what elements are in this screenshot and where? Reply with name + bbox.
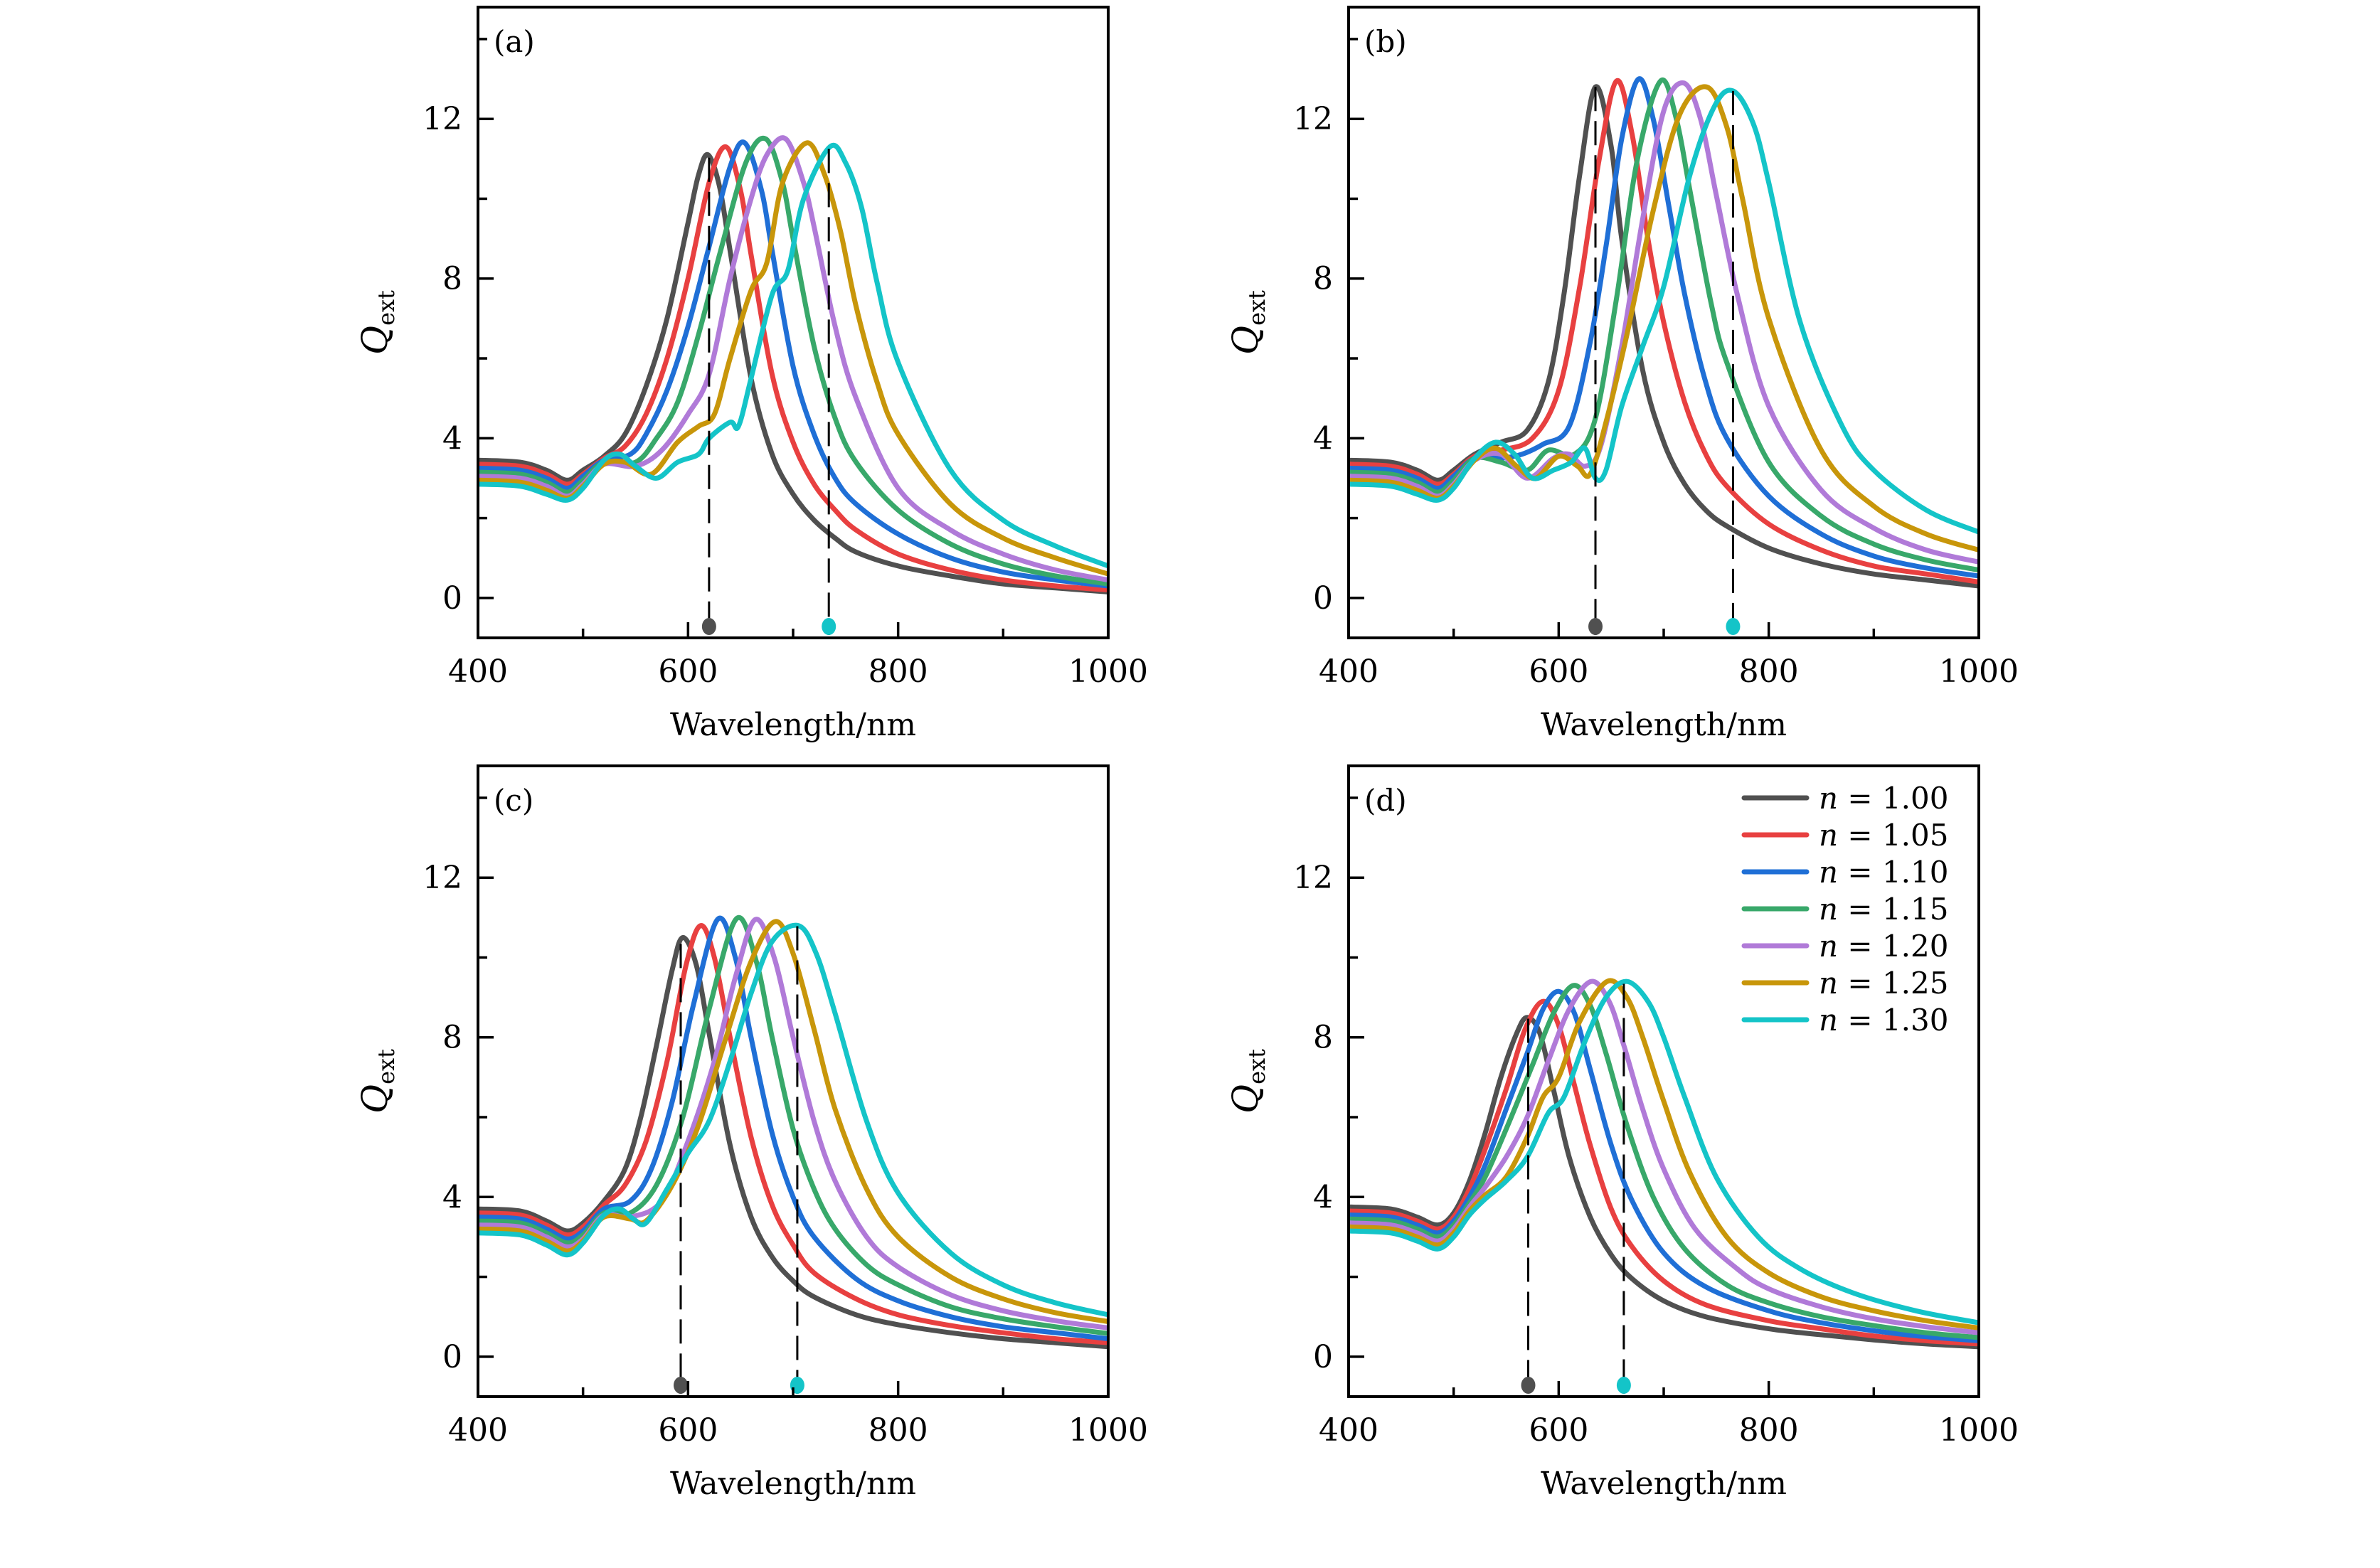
x-axis-title: Wavelength/nm xyxy=(1541,1466,1787,1502)
legend-label: n = 1.15 xyxy=(1819,892,1948,927)
peak-marker-dot xyxy=(822,618,836,635)
y-tick-label: 4 xyxy=(442,1179,462,1215)
legend-label: n = 1.05 xyxy=(1819,818,1948,853)
peak-marker-dot xyxy=(1726,618,1741,635)
legend-label: n = 1.00 xyxy=(1819,781,1948,816)
panel-label: (a) xyxy=(494,24,535,59)
y-tick-label: 8 xyxy=(1313,261,1333,297)
panel-a: 0 4 8 12 400 600 800 1000 Wavelength/nm Qext (a) xyxy=(354,6,1148,743)
x-tick-label: 800 xyxy=(1739,654,1799,690)
x-axis-title: Wavelength/nm xyxy=(670,1466,916,1502)
series-line-110 xyxy=(478,915,1108,1342)
series-line-130 xyxy=(478,142,1108,569)
y-tick-label: 12 xyxy=(1293,860,1333,896)
panel-c: 0 4 8 12 400 600 800 1000 Wavelength/nm Qext (c) xyxy=(354,764,1148,1502)
panel-label: (c) xyxy=(494,783,533,818)
peak-marker-dot xyxy=(1521,1377,1536,1394)
y-tick-label: 12 xyxy=(423,101,462,137)
y-tick-label: 12 xyxy=(1293,101,1333,137)
y-axis-title: Qext xyxy=(354,1049,400,1114)
panel-b: 0 4 8 12 400 600 800 1000 Wavelength/nm Qext (b) xyxy=(1225,6,2019,743)
series-group xyxy=(1349,76,1979,589)
x-tick-label: 400 xyxy=(448,1412,508,1449)
x-tick-label: 400 xyxy=(1319,654,1378,690)
panel-label: (b) xyxy=(1364,24,1407,59)
y-tick-label: 8 xyxy=(1313,1020,1333,1056)
x-tick-label: 1000 xyxy=(1939,654,2019,690)
legend-label: n = 1.20 xyxy=(1819,929,1948,964)
y-tick-label: 4 xyxy=(442,420,462,457)
y-tick-label: 4 xyxy=(1313,1179,1333,1215)
legend-label: n = 1.10 xyxy=(1819,855,1948,890)
series-line-130 xyxy=(1349,87,1979,535)
x-tick-label: 1000 xyxy=(1068,654,1148,690)
y-tick-label: 0 xyxy=(442,580,462,617)
legend-label: n = 1.30 xyxy=(1819,1003,1948,1038)
series-line-130 xyxy=(478,922,1108,1318)
y-tick-label: 8 xyxy=(442,1020,462,1056)
x-tick-label: 800 xyxy=(868,654,928,690)
series-line-100 xyxy=(1349,1015,1979,1350)
peak-marker-dot xyxy=(673,1377,688,1394)
y-tick-label: 8 xyxy=(442,261,462,297)
y-axis-title: Qext xyxy=(1225,290,1270,355)
series-line-110 xyxy=(478,139,1108,589)
series-line-115 xyxy=(478,914,1108,1336)
x-tick-label: 1000 xyxy=(1068,1412,1148,1449)
peak-marker-dot xyxy=(1588,618,1603,635)
y-axis-title: Qext xyxy=(1225,1049,1270,1114)
y-tick-label: 0 xyxy=(1313,580,1333,617)
x-tick-label: 800 xyxy=(1739,1412,1799,1449)
legend: n = 1.00n = 1.05n = 1.10n = 1.15n = 1.20… xyxy=(1741,781,1948,1038)
series-line-130 xyxy=(1349,978,1979,1326)
panel-d: 0 4 8 12 400 600 800 1000 Wavelength/nm Qext (d) n … xyxy=(1225,764,2019,1502)
y-tick-label: 0 xyxy=(1313,1339,1333,1375)
series-group xyxy=(1349,978,1979,1350)
x-tick-label: 600 xyxy=(1529,654,1588,690)
x-axis-title: Wavelength/nm xyxy=(670,707,916,743)
x-axis-title: Wavelength/nm xyxy=(1541,707,1787,743)
x-tick-label: 400 xyxy=(448,654,508,690)
y-axis-title: Qext xyxy=(354,290,400,355)
x-tick-label: 800 xyxy=(868,1412,928,1449)
series-line-100 xyxy=(478,934,1108,1350)
series-group xyxy=(478,135,1108,594)
legend-label: n = 1.25 xyxy=(1819,966,1948,1001)
y-tick-label: 0 xyxy=(442,1339,462,1375)
series-group xyxy=(478,914,1108,1350)
peak-marker-dot xyxy=(701,618,716,635)
x-tick-label: 1000 xyxy=(1939,1412,2019,1449)
x-tick-label: 600 xyxy=(658,654,718,690)
y-tick-label: 12 xyxy=(423,860,462,896)
y-tick-label: 4 xyxy=(1313,420,1333,457)
panel-label: (d) xyxy=(1364,783,1407,818)
x-tick-label: 400 xyxy=(1319,1412,1378,1449)
x-tick-label: 600 xyxy=(1529,1412,1588,1449)
series-line-105 xyxy=(1349,78,1979,585)
x-tick-label: 600 xyxy=(658,1412,718,1449)
peak-marker-dot xyxy=(1616,1377,1631,1394)
series-line-115 xyxy=(478,135,1108,587)
series-line-110 xyxy=(1349,988,1979,1343)
series-line-125 xyxy=(1349,978,1979,1330)
